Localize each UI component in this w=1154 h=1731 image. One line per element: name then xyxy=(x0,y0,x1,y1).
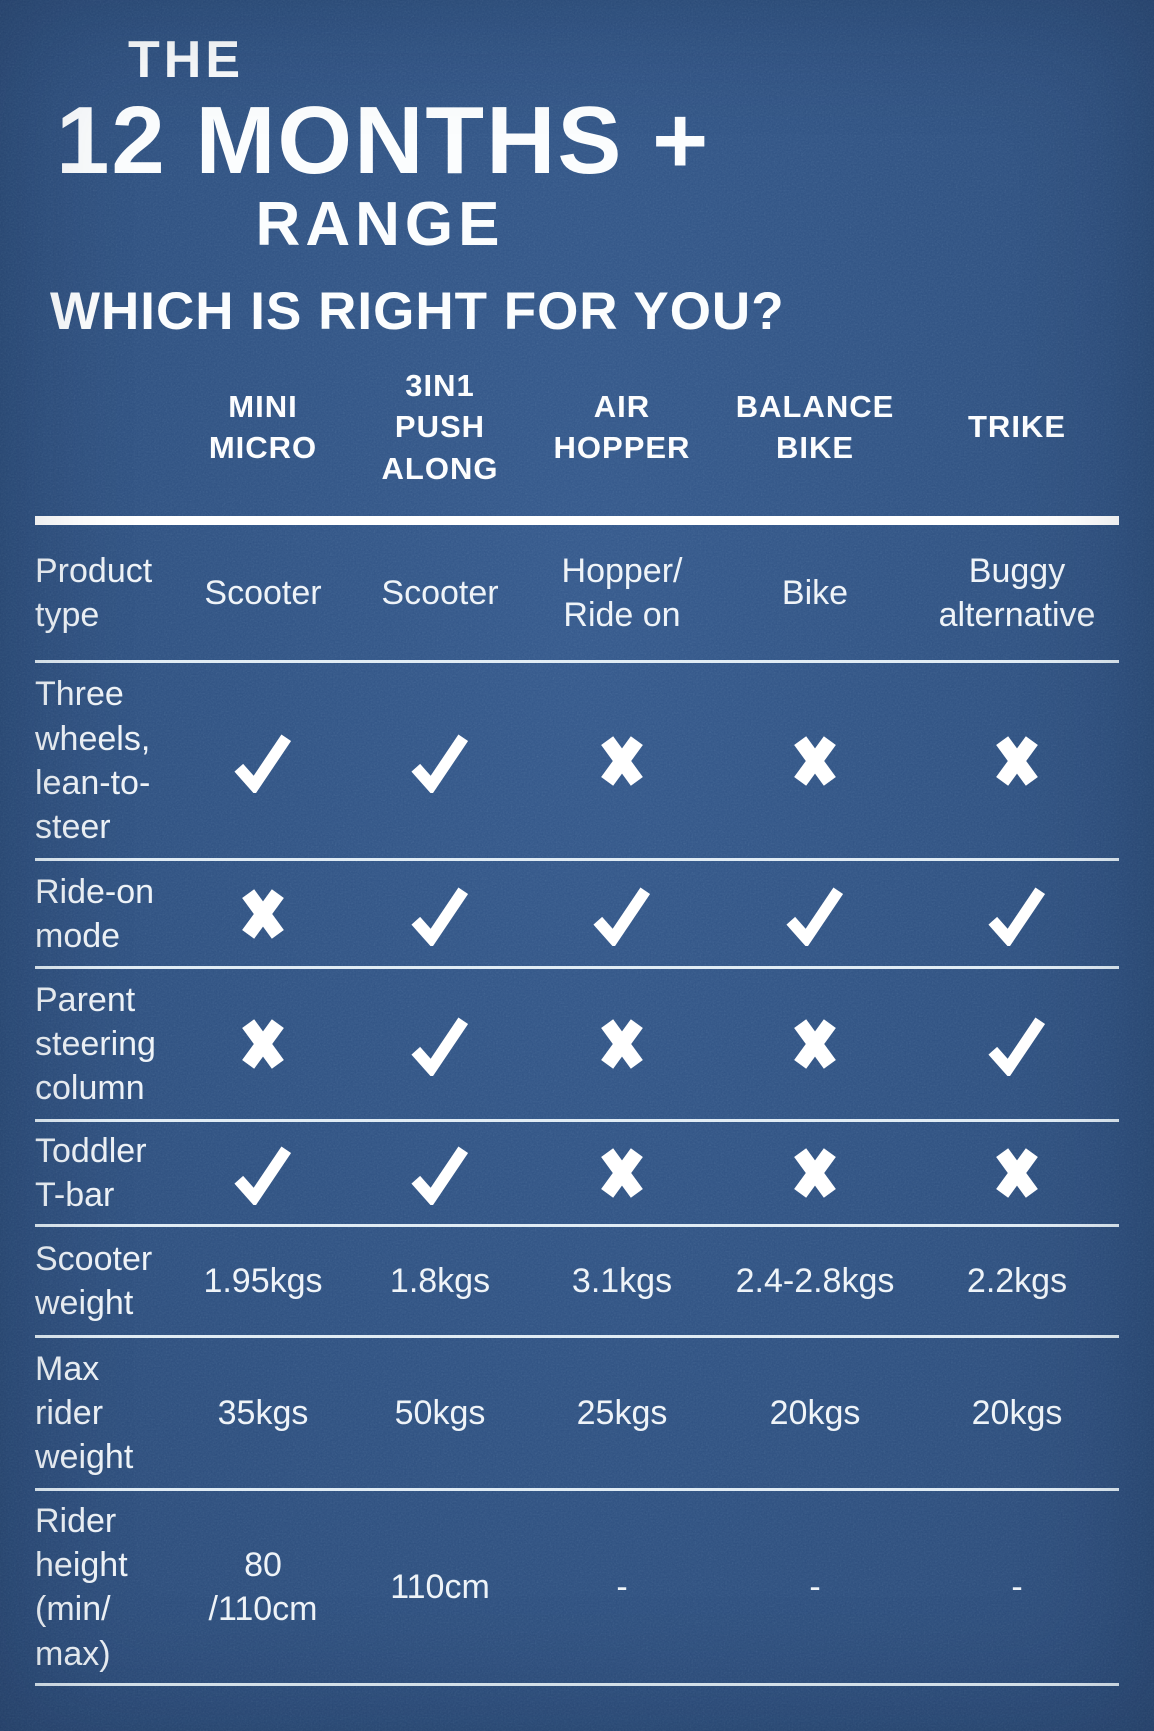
header-range-label: RANGE xyxy=(255,189,505,259)
cross-icon xyxy=(794,736,836,786)
table-cell: 50kgs xyxy=(394,1394,486,1433)
table-cell xyxy=(529,1015,715,1073)
table-cell: 20kgs xyxy=(971,1394,1063,1433)
table-cell: 80 /110cm xyxy=(208,1546,318,1629)
column-header: 3IN1 PUSH ALONG xyxy=(381,367,499,487)
table-cell xyxy=(915,1144,1119,1202)
table-row: Max rider weight 35kgs 50kgs 25kgs 20kgs 20kg… xyxy=(35,1338,1119,1492)
comparison-table: MINI MICRO 3IN1 PUSH ALONG AIR HOPPER BALAN… xyxy=(35,348,1119,1687)
header-kicker: THE xyxy=(128,31,244,89)
check-icon xyxy=(411,1017,469,1077)
table-cell: Scooter xyxy=(381,573,499,612)
table-cell xyxy=(715,732,915,790)
table-cell xyxy=(529,882,715,946)
table-cell xyxy=(915,1012,1119,1077)
table-cell: 20kgs xyxy=(769,1394,861,1433)
table-row: Ride-on mode xyxy=(35,861,1119,970)
check-icon xyxy=(593,887,651,946)
table-cell xyxy=(175,1141,351,1206)
page-title: 12 MONTHS + xyxy=(56,87,711,194)
table-cell: 2.2kgs xyxy=(966,1262,1068,1301)
row-label: Max rider weight xyxy=(35,1350,134,1477)
table-cell: 110cm xyxy=(390,1568,490,1607)
table-cell: 3.1kgs xyxy=(571,1262,673,1301)
table-cell xyxy=(529,732,715,790)
table-cell xyxy=(715,882,915,946)
table-cell: - xyxy=(809,1568,821,1607)
table-cell: 1.8kgs xyxy=(389,1262,491,1301)
table-row: Scooter weight 1.95kgs 1.8kgs 3.1kgs 2.4-2.8… xyxy=(35,1227,1119,1339)
cross-icon xyxy=(601,1019,643,1070)
table-body: Product type Scooter Scooter Hopper/ Ride o… xyxy=(35,525,1119,1687)
check-icon xyxy=(411,1146,469,1206)
table-cell: 1.95kgs xyxy=(203,1262,323,1301)
check-icon xyxy=(786,887,844,946)
cross-icon xyxy=(242,1019,284,1070)
column-header-row: MINI MICRO 3IN1 PUSH ALONG AIR HOPPER BALAN… xyxy=(35,348,1119,526)
table-cell: Hopper/ Ride on xyxy=(561,551,683,634)
column-header: BALANCE BIKE xyxy=(735,388,895,466)
table-row: Parent steering column xyxy=(35,969,1119,1123)
table-cell xyxy=(351,1012,529,1077)
column-header: AIR HOPPER xyxy=(553,388,691,466)
table-row: Toddler T-bar xyxy=(35,1122,1119,1228)
cross-icon xyxy=(794,1148,836,1199)
row-label: Toddler T-bar xyxy=(35,1132,147,1215)
cross-icon xyxy=(996,736,1038,786)
row-label: Scooter weight xyxy=(35,1240,153,1323)
check-icon xyxy=(411,734,469,793)
column-header: MINI MICRO xyxy=(208,388,318,466)
table-cell: Buggy alternative xyxy=(938,551,1096,634)
table-cell: 25kgs xyxy=(576,1394,668,1433)
table-cell: Bike xyxy=(781,573,849,612)
row-label: Rider height (min/ max) xyxy=(35,1501,128,1673)
table-row: Product type Scooter Scooter Hopper/ Ride o… xyxy=(35,525,1119,664)
header: THE 12 MONTHS + RANGE WHICH IS RIGHT FOR… xyxy=(0,30,1154,342)
check-icon xyxy=(411,887,469,946)
column-header: TRIKE xyxy=(968,409,1066,445)
cross-icon xyxy=(601,736,643,786)
table-cell xyxy=(175,1015,351,1073)
table-row: Rider height (min/ max) 80 /110cm 110cm - - - xyxy=(35,1491,1119,1687)
row-label: Parent steering column xyxy=(35,981,156,1108)
table-cell: 2.4-2.8kgs xyxy=(735,1262,895,1301)
table-cell xyxy=(351,1141,529,1206)
table-cell xyxy=(915,732,1119,790)
cross-icon xyxy=(601,1148,643,1199)
check-icon xyxy=(234,734,292,793)
table-cell: 35kgs xyxy=(217,1394,309,1433)
cross-icon xyxy=(242,889,284,939)
table-cell xyxy=(175,729,351,793)
table-cell xyxy=(529,1144,715,1202)
row-label: Three wheels, lean-to- steer xyxy=(35,675,151,847)
check-icon xyxy=(988,887,1046,946)
table-cell: - xyxy=(1011,1568,1023,1607)
table-cell xyxy=(715,1015,915,1073)
table-cell xyxy=(351,882,529,946)
header-question: WHICH IS RIGHT FOR YOU? xyxy=(50,282,785,342)
table-cell: Scooter xyxy=(204,573,322,612)
table-cell xyxy=(715,1144,915,1202)
row-label: Product type xyxy=(35,551,153,634)
table-cell xyxy=(351,729,529,793)
table-cell: - xyxy=(616,1568,628,1607)
cross-icon xyxy=(794,1019,836,1070)
table-cell xyxy=(915,882,1119,946)
row-label: Ride-on mode xyxy=(35,872,155,955)
cross-icon xyxy=(996,1148,1038,1199)
table-cell xyxy=(175,885,351,943)
check-icon xyxy=(234,1146,292,1206)
check-icon xyxy=(988,1017,1046,1077)
table-row: Three wheels, lean-to- steer xyxy=(35,663,1119,862)
